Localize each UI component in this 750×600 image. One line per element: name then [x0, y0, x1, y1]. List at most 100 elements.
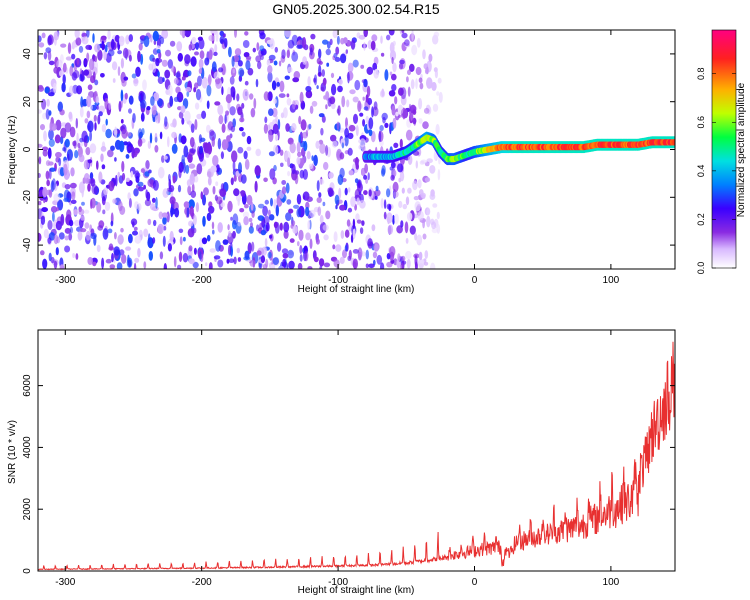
heatmap-noise-speck	[86, 30, 90, 38]
heatmap-noise-speck	[387, 224, 394, 235]
heatmap-noise-speck	[183, 236, 186, 242]
heatmap-noise-speck	[325, 145, 329, 156]
heatmap-noise-speck	[227, 224, 230, 231]
heatmap-noise-speck	[96, 202, 102, 213]
heatmap-noise-speck	[196, 113, 203, 120]
heatmap-x-tick-label: -200	[192, 275, 212, 286]
heatmap-noise-speck	[297, 262, 303, 269]
snr-x-tick-label: 100	[603, 577, 620, 588]
heatmap-noise-speck	[43, 228, 49, 239]
heatmap-noise-speck	[284, 30, 292, 38]
heatmap-noise-speck	[53, 193, 60, 203]
heatmap-noise-speck	[231, 55, 235, 68]
heatmap-noise-speck	[163, 263, 167, 269]
heatmap-noise-speck	[391, 105, 396, 116]
heatmap-noise-speck	[380, 262, 385, 269]
heatmap-noise-speck	[392, 117, 397, 129]
heatmap-noise-speck	[86, 110, 91, 119]
heatmap-noise-speck	[318, 64, 322, 77]
heatmap-noise-speck	[111, 61, 118, 71]
heatmap-noise-speck	[133, 226, 138, 231]
heatmap-noise-speck	[228, 230, 232, 238]
heatmap-noise-speck	[159, 36, 165, 45]
heatmap-noise-speck	[238, 162, 242, 174]
heatmap-noise-speck	[233, 256, 237, 265]
heatmap-noise-speck	[302, 195, 306, 200]
heatmap-noise-speck	[62, 62, 67, 73]
heatmap-noise-speck	[151, 197, 156, 203]
heatmap-noise-speck	[346, 99, 350, 108]
heatmap-noise-speck	[50, 206, 58, 213]
colorbar-tick-label: 0.6	[696, 116, 706, 129]
heatmap-noise-speck	[230, 177, 234, 186]
heatmap-noise-speck	[241, 102, 245, 109]
heatmap-noise-speck	[54, 134, 61, 144]
heatmap-noise-speck	[87, 183, 91, 192]
snr-y-tick-label: 2000	[22, 498, 33, 521]
heatmap-noise-speck	[430, 262, 436, 269]
heatmap-noise-speck	[108, 102, 112, 111]
heatmap-noise-speck	[325, 210, 331, 220]
heatmap-noise-speck	[197, 75, 202, 87]
heatmap-noise-speck	[189, 148, 196, 154]
heatmap-noise-speck	[202, 142, 207, 150]
heatmap-noise-speck	[242, 40, 250, 48]
heatmap-noise-speck	[232, 91, 236, 101]
heatmap-noise-speck	[248, 226, 254, 234]
heatmap-noise-speck	[41, 98, 47, 110]
heatmap-noise-speck	[266, 59, 271, 66]
heatmap-noise-speck	[178, 251, 183, 262]
heatmap-noise-speck	[137, 181, 144, 187]
heatmap-noise-speck	[107, 30, 111, 40]
heatmap-noise-speck	[318, 113, 325, 118]
snr-y-tick-label: 0	[22, 568, 33, 574]
heatmap-noise-speck	[104, 44, 108, 53]
heatmap-noise-speck	[195, 88, 202, 101]
heatmap-noise-speck	[292, 100, 296, 110]
heatmap-noise-speck	[221, 139, 229, 151]
heatmap-noise-speck	[120, 227, 124, 233]
heatmap-noise-speck	[157, 112, 161, 124]
heatmap-noise-speck	[319, 214, 324, 224]
heatmap-noise-speck	[64, 235, 69, 241]
heatmap-noise-speck	[393, 258, 398, 266]
heatmap-noise-speck	[302, 56, 307, 65]
heatmap-noise-speck	[422, 121, 429, 129]
heatmap-noise-speck	[244, 204, 249, 209]
heatmap-noise-speck	[162, 216, 167, 225]
heatmap-noise-speck	[392, 214, 395, 225]
heatmap-noise-speck	[246, 194, 253, 206]
heatmap-noise-speck	[372, 106, 379, 117]
heatmap-noise-speck	[192, 214, 197, 226]
heatmap-noise-speck	[156, 49, 161, 54]
heatmap-noise-speck	[100, 73, 105, 78]
heatmap-noise-speck	[426, 77, 433, 89]
heatmap-noise-speck	[308, 123, 312, 130]
heatmap-noise-speck	[201, 237, 208, 245]
heatmap-noise-speck	[79, 73, 83, 82]
heatmap-noise-speck	[399, 59, 405, 65]
heatmap-noise-speck	[197, 36, 203, 41]
heatmap-noise-speck	[422, 49, 426, 60]
heatmap-noise-speck	[370, 40, 376, 51]
heatmap-noise-speck	[48, 60, 55, 66]
heatmap-noise-speck	[401, 32, 408, 39]
heatmap-noise-speck	[55, 247, 59, 256]
heatmap-noise-speck	[145, 160, 150, 170]
heatmap-signal-layer	[362, 131, 675, 166]
heatmap-noise-speck	[273, 221, 278, 229]
colorbar-tick-label: 0.2	[696, 213, 706, 226]
heatmap-noise-speck	[103, 187, 109, 196]
heatmap-noise-speck	[125, 154, 130, 159]
heatmap-noise-speck	[206, 100, 210, 109]
heatmap-noise-speck	[138, 43, 143, 51]
heatmap-noise-speck	[291, 163, 296, 175]
heatmap-noise-speck	[53, 66, 59, 74]
heatmap-noise-speck	[69, 113, 73, 122]
heatmap-noise-speck	[348, 62, 352, 73]
heatmap-noise-speck	[76, 57, 80, 66]
heatmap-noise-speck	[191, 183, 195, 193]
heatmap-noise-speck	[137, 186, 144, 192]
heatmap-noise-speck	[128, 54, 132, 62]
